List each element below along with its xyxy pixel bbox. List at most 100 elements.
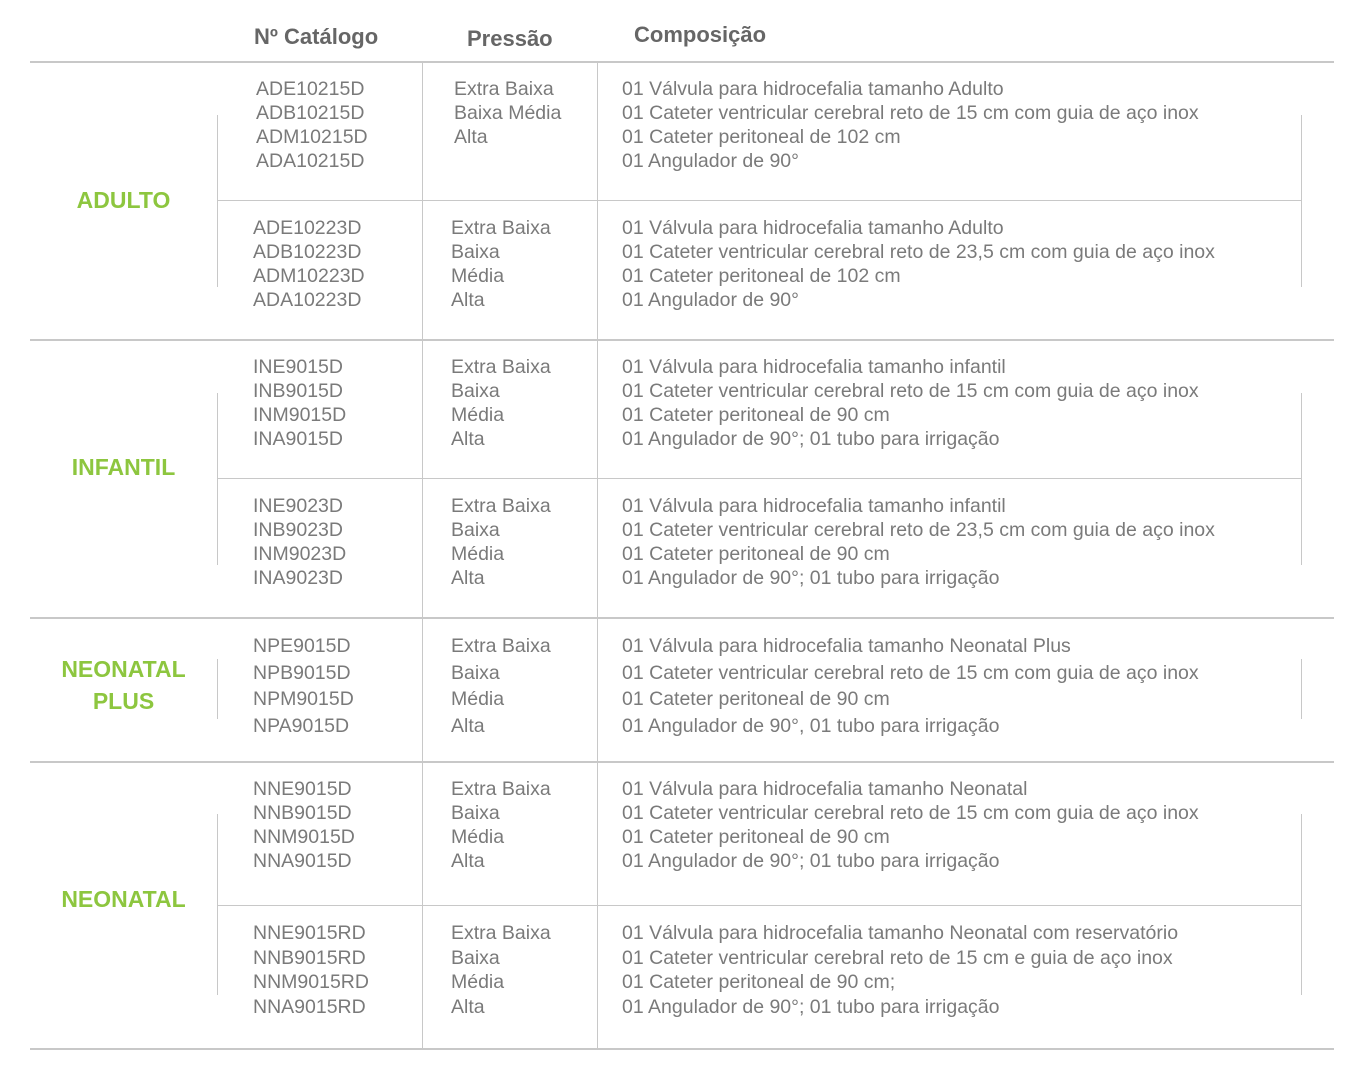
pressure-line: Alta: [451, 714, 485, 737]
pressure-cell: Extra Baixa Baixa Média Alta: [454, 77, 561, 149]
composition-line: 01 Cateter ventricular cerebral reto de …: [622, 661, 1199, 684]
catalog-line: NPB9015D: [253, 661, 351, 684]
pressure-line: Extra Baixa: [451, 217, 551, 239]
catalog-line: NPE9015D: [253, 635, 351, 657]
group-bracket-right: [1301, 814, 1302, 995]
pressure-line: Baixa: [451, 661, 500, 684]
composition-cell: 01 Válvula para hidrocefalia tamanho Neo…: [622, 777, 1199, 873]
pressure-line: Baixa: [451, 802, 500, 824]
group-bracket-left: [217, 115, 218, 287]
pressure-line: Média: [451, 404, 505, 426]
composition-cell: 01 Válvula para hidrocefalia tamanho Neo…: [622, 633, 1199, 739]
catalog-line: INB9023D: [253, 519, 343, 541]
group-bracket-right: [1301, 659, 1302, 719]
category-label: NEONATAL: [61, 886, 186, 912]
pressure-line: Média: [451, 971, 505, 993]
pressure-cell: Extra Baixa Baixa Média Alta: [451, 494, 551, 590]
group-divider: [30, 1048, 1334, 1050]
pressure-line: Alta: [451, 428, 485, 450]
composition-line: 01 Angulador de 90°; 01 tubo para irriga…: [622, 428, 1000, 450]
category-label: ADULTO: [76, 187, 171, 213]
catalog-line: ADA10223D: [253, 289, 362, 311]
catalog-line: INA9023D: [253, 567, 343, 589]
composition-line: 01 Cateter peritoneal de 90 cm: [622, 826, 890, 848]
composition-line: 01 Angulador de 90°, 01 tubo para irriga…: [622, 714, 1000, 737]
composition-line: 01 Angulador de 90°: [622, 289, 799, 311]
pressure-line: Média: [451, 543, 505, 565]
pressure-line: Média: [451, 826, 505, 848]
catalog-line: ADM10223D: [253, 265, 365, 287]
group-bracket-left: [217, 393, 218, 565]
pressure-line: Baixa Média: [454, 102, 562, 124]
composition-line: 01 Válvula para hidrocefalia tamanho Adu…: [622, 78, 1004, 100]
catalog-line: ADE10215D: [256, 78, 365, 100]
composition-line: 01 Válvula para hidrocefalia tamanho inf…: [622, 495, 1006, 517]
pressure-line: Alta: [451, 567, 485, 589]
composition-line: 01 Cateter peritoneal de 90 cm: [622, 543, 890, 565]
catalog-line: ADA10215D: [256, 150, 365, 172]
pressure-line: Alta: [451, 289, 485, 311]
catalog-cell: NNE9015D NNB9015D NNM9015D NNA9015D: [253, 777, 355, 873]
row-divider: [217, 200, 1302, 201]
group-bracket-left: [217, 659, 218, 719]
composition-cell: 01 Válvula para hidrocefalia tamanho inf…: [622, 494, 1215, 590]
composition-line: 01 Válvula para hidrocefalia tamanho Neo…: [622, 922, 1179, 944]
catalog-line: NNM9015RD: [253, 971, 369, 993]
catalog-cell: NNE9015RD NNB9015RD NNM9015RD NNA9015RD: [253, 921, 369, 1019]
pressure-line: Baixa: [451, 380, 500, 402]
catalog-line: INE9015D: [253, 356, 343, 378]
catalog-line: ADB10223D: [253, 241, 362, 263]
composition-line: 01 Válvula para hidrocefalia tamanho Neo…: [622, 778, 1028, 800]
catalog-line: NNA9015RD: [253, 995, 366, 1018]
pressure-line: Baixa: [451, 519, 500, 541]
composition-cell: 01 Válvula para hidrocefalia tamanho Adu…: [622, 77, 1199, 173]
category-label: PLUS: [92, 688, 155, 714]
pressure-line: Extra Baixa: [451, 356, 551, 378]
composition-line: 01 Cateter ventricular cerebral reto de …: [622, 519, 1215, 541]
header-catalog: Nº Catálogo: [254, 24, 379, 49]
catalog-line: NNM9015D: [253, 826, 355, 848]
catalog-cell: NPE9015D NPB9015D NPM9015D NPA9015D: [253, 633, 354, 739]
composition-line: 01 Cateter peritoneal de 102 cm: [622, 265, 901, 287]
composition-line: 01 Angulador de 90°; 01 tubo para irriga…: [622, 850, 1000, 872]
pressure-line: Extra Baixa: [454, 78, 554, 100]
group-bracket-left: [217, 814, 218, 995]
composition-line: 01 Cateter ventricular cerebral reto de …: [622, 102, 1199, 124]
pressure-line: Baixa: [451, 946, 500, 969]
header-composition: Composição: [634, 22, 767, 47]
pressure-line: Extra Baixa: [451, 778, 551, 800]
composition-cell: 01 Válvula para hidrocefalia tamanho Adu…: [622, 216, 1215, 312]
header-pressure: Pressão: [467, 26, 553, 51]
catalog-line: INE9023D: [253, 495, 343, 517]
composition-line: 01 Válvula para hidrocefalia tamanho Adu…: [622, 217, 1004, 239]
category-label: INFANTIL: [71, 454, 176, 480]
group-divider: [30, 61, 1334, 63]
composition-line: 01 Válvula para hidrocefalia tamanho inf…: [622, 356, 1006, 378]
composition-line: 01 Angulador de 90°: [622, 150, 799, 172]
composition-line: 01 Cateter ventricular cerebral reto de …: [622, 802, 1199, 824]
composition-line: 01 Cateter ventricular cerebral reto de …: [622, 241, 1215, 263]
catalog-line: ADB10215D: [256, 102, 365, 124]
composition-cell: 01 Válvula para hidrocefalia tamanho inf…: [622, 355, 1199, 451]
catalog-line: ADE10223D: [253, 217, 362, 239]
composition-line: 01 Cateter peritoneal de 90 cm: [622, 404, 890, 426]
group-divider: [30, 617, 1334, 619]
composition-line: 01 Cateter ventricular cerebral reto de …: [622, 380, 1199, 402]
pressure-line: Alta: [451, 850, 485, 872]
catalog-line: INM9023D: [253, 543, 347, 565]
pressure-line: Média: [451, 265, 505, 287]
pressure-cell: Extra Baixa Baixa Média Alta: [451, 355, 551, 451]
composition-line: 01 Cateter peritoneal de 90 cm: [622, 688, 890, 710]
composition-line: 01 Cateter peritoneal de 90 cm;: [622, 971, 896, 993]
pressure-line: Média: [451, 688, 505, 710]
row-divider: [217, 478, 1302, 479]
column-divider: [422, 61, 423, 1049]
group-divider: [30, 761, 1334, 763]
catalog-line: NNB9015RD: [253, 946, 366, 969]
catalog-line: ADM10215D: [256, 126, 368, 148]
catalog-line: NPM9015D: [253, 688, 354, 710]
catalog-line: NPA9015D: [253, 714, 350, 737]
catalog-cell: ADE10215D ADB10215D ADM10215D ADA10215D: [256, 77, 368, 173]
pressure-cell: Extra Baixa Baixa Média Alta: [451, 216, 551, 312]
catalog-cell: ADE10223D ADB10223D ADM10223D ADA10223D: [253, 216, 365, 312]
